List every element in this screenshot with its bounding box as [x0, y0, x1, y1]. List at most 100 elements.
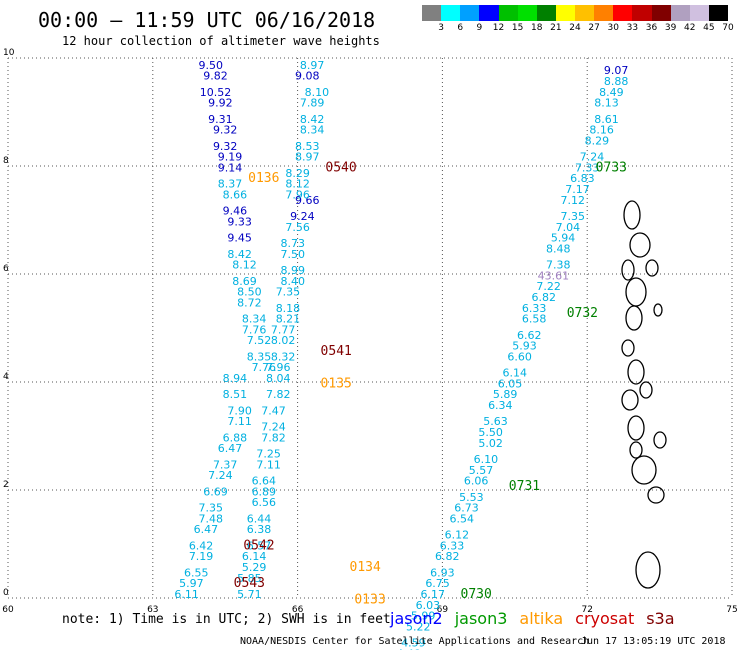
wave-height-value: 7.11	[227, 415, 252, 428]
wave-height-value: 6.38	[247, 523, 272, 536]
wave-height-value: 8.29	[585, 134, 610, 147]
wave-height-value: 9.92	[208, 97, 233, 110]
color-scale-cell	[613, 5, 633, 21]
wave-height-value: 8.12	[285, 178, 310, 191]
wave-height-value: 7.89	[300, 97, 325, 110]
wave-height-value: 7.90	[227, 404, 252, 417]
legend-item-s3a: s3a	[646, 609, 675, 628]
wave-height-value: 7.50	[281, 248, 306, 261]
wave-height-value: 8.34	[300, 124, 325, 137]
color-scale-cell	[517, 5, 537, 21]
wave-height-value: 10.52	[200, 86, 232, 99]
wave-height-value: 8.99	[281, 264, 306, 277]
wave-height-value: 7.52	[247, 334, 272, 347]
wave-height-value: 8.69	[232, 275, 257, 288]
page-subtitle: 12 hour collection of altimeter wave hei…	[62, 34, 380, 48]
pass-time-label: 0541	[321, 344, 352, 359]
color-scale-label: 70	[722, 23, 734, 33]
wave-height-value: 9.19	[218, 151, 243, 164]
wave-height-value: 6.42	[189, 539, 214, 552]
wave-height-value: 5.94	[551, 232, 576, 245]
wave-height-value: 5.85	[237, 572, 262, 585]
wave-height-value: 7.25	[256, 448, 281, 461]
wave-height-value: 8.50	[237, 286, 262, 299]
wave-height-value: 6.62	[517, 329, 542, 342]
wave-height-value: 5.63	[483, 415, 508, 428]
island-outline	[625, 277, 647, 307]
wave-height-value: 6.69	[203, 485, 228, 498]
color-scale-label: 42	[684, 23, 696, 33]
wave-height-value: 7.96	[266, 361, 291, 374]
pass-time-label: 0543	[234, 576, 265, 591]
island-outline	[627, 415, 645, 441]
wave-height-value: 9.07	[604, 64, 629, 77]
island-outline	[639, 381, 653, 399]
wave-height-value: 6.47	[218, 442, 243, 455]
y-tick-label: 2	[3, 480, 9, 490]
pass-time-label: 0732	[567, 306, 598, 321]
color-scale-cell	[689, 5, 709, 21]
wave-height-value: 6.05	[498, 377, 523, 390]
color-scale-label: 36	[645, 23, 658, 33]
pass-time-label: 0134	[350, 560, 381, 575]
wave-height-value: 6.89	[252, 485, 277, 498]
wave-height-value: 8.94	[223, 372, 248, 385]
wave-height-value: 7.24	[261, 421, 286, 434]
color-scale-cell	[708, 5, 728, 21]
island-outline	[647, 486, 665, 504]
legend-item-cryosat: cryosat	[575, 609, 635, 628]
wave-height-value: 7.96	[285, 188, 310, 201]
color-scale-label: 30	[607, 23, 619, 33]
color-scale-cell	[575, 5, 595, 21]
wave-height-value: 8.34	[242, 313, 267, 326]
wave-height-value: 8.02	[271, 334, 296, 347]
color-scale-label: 24	[569, 23, 581, 33]
wave-height-value: 9.14	[218, 161, 243, 174]
color-scale-cell	[536, 5, 556, 21]
wave-height-value: 8.16	[589, 124, 614, 137]
wave-height-value: 7.37	[213, 458, 238, 471]
wave-height-value: 8.12	[232, 259, 257, 272]
wave-height-value: 6.06	[464, 475, 489, 488]
credit-text: NOAA/NESDIS Center for Satellite Applica…	[240, 636, 590, 647]
wave-height-value: 6.55	[184, 566, 209, 579]
footer-note: note: 1) Time is in UTC; 2) SWH is in fe…	[62, 612, 391, 627]
legend-item-altika: altika	[519, 609, 564, 628]
wave-height-value: 8.97	[295, 151, 320, 164]
wave-height-value: 7.48	[198, 512, 223, 525]
satellite-legend: jason2 jason3 altika cryosat s3a	[390, 609, 687, 628]
wave-height-value: 8.48	[546, 242, 571, 255]
wave-height-value: 7.56	[285, 221, 310, 234]
island-outline	[635, 551, 661, 589]
wave-height-value: 8.37	[218, 178, 243, 191]
wave-height-value: 6.75	[425, 577, 450, 590]
wave-height-value: 7.11	[256, 458, 281, 471]
wave-height-value: 6.54	[449, 512, 474, 525]
wave-height-value: 7.24	[208, 469, 233, 482]
wave-height-value: 6.83	[570, 172, 595, 185]
wave-height-value: 5.53	[459, 491, 484, 504]
wave-height-value: 7.19	[189, 550, 214, 563]
wave-height-value: 7.77	[271, 323, 296, 336]
wave-height-value: 6.33	[440, 539, 465, 552]
legend-item-jason2: jason2	[390, 609, 443, 628]
wave-height-value: 8.13	[594, 97, 619, 110]
island-outline	[653, 431, 667, 449]
y-tick-label: 6	[3, 264, 9, 274]
color-scale-cell	[479, 5, 499, 21]
wave-height-value: 9.32	[213, 124, 238, 137]
wave-height-value: 8.51	[223, 388, 248, 401]
updated-timestamp: Jun 17 13:05:19 UTC 2018	[581, 636, 726, 647]
color-scale-label: 9	[476, 23, 483, 33]
wave-height-value: 6.03	[416, 599, 441, 612]
color-scale-bar	[422, 5, 728, 21]
x-tick-label: 66	[292, 605, 304, 615]
island-outline	[623, 200, 641, 230]
wave-height-value: 9.24	[290, 210, 315, 223]
wave-height-value: 9.46	[223, 205, 248, 218]
x-tick-label: 60	[2, 605, 14, 615]
wave-height-value: 9.32	[213, 140, 238, 153]
wave-height-value: 9.66	[295, 194, 320, 207]
wave-height-value: 6.58	[522, 313, 547, 326]
